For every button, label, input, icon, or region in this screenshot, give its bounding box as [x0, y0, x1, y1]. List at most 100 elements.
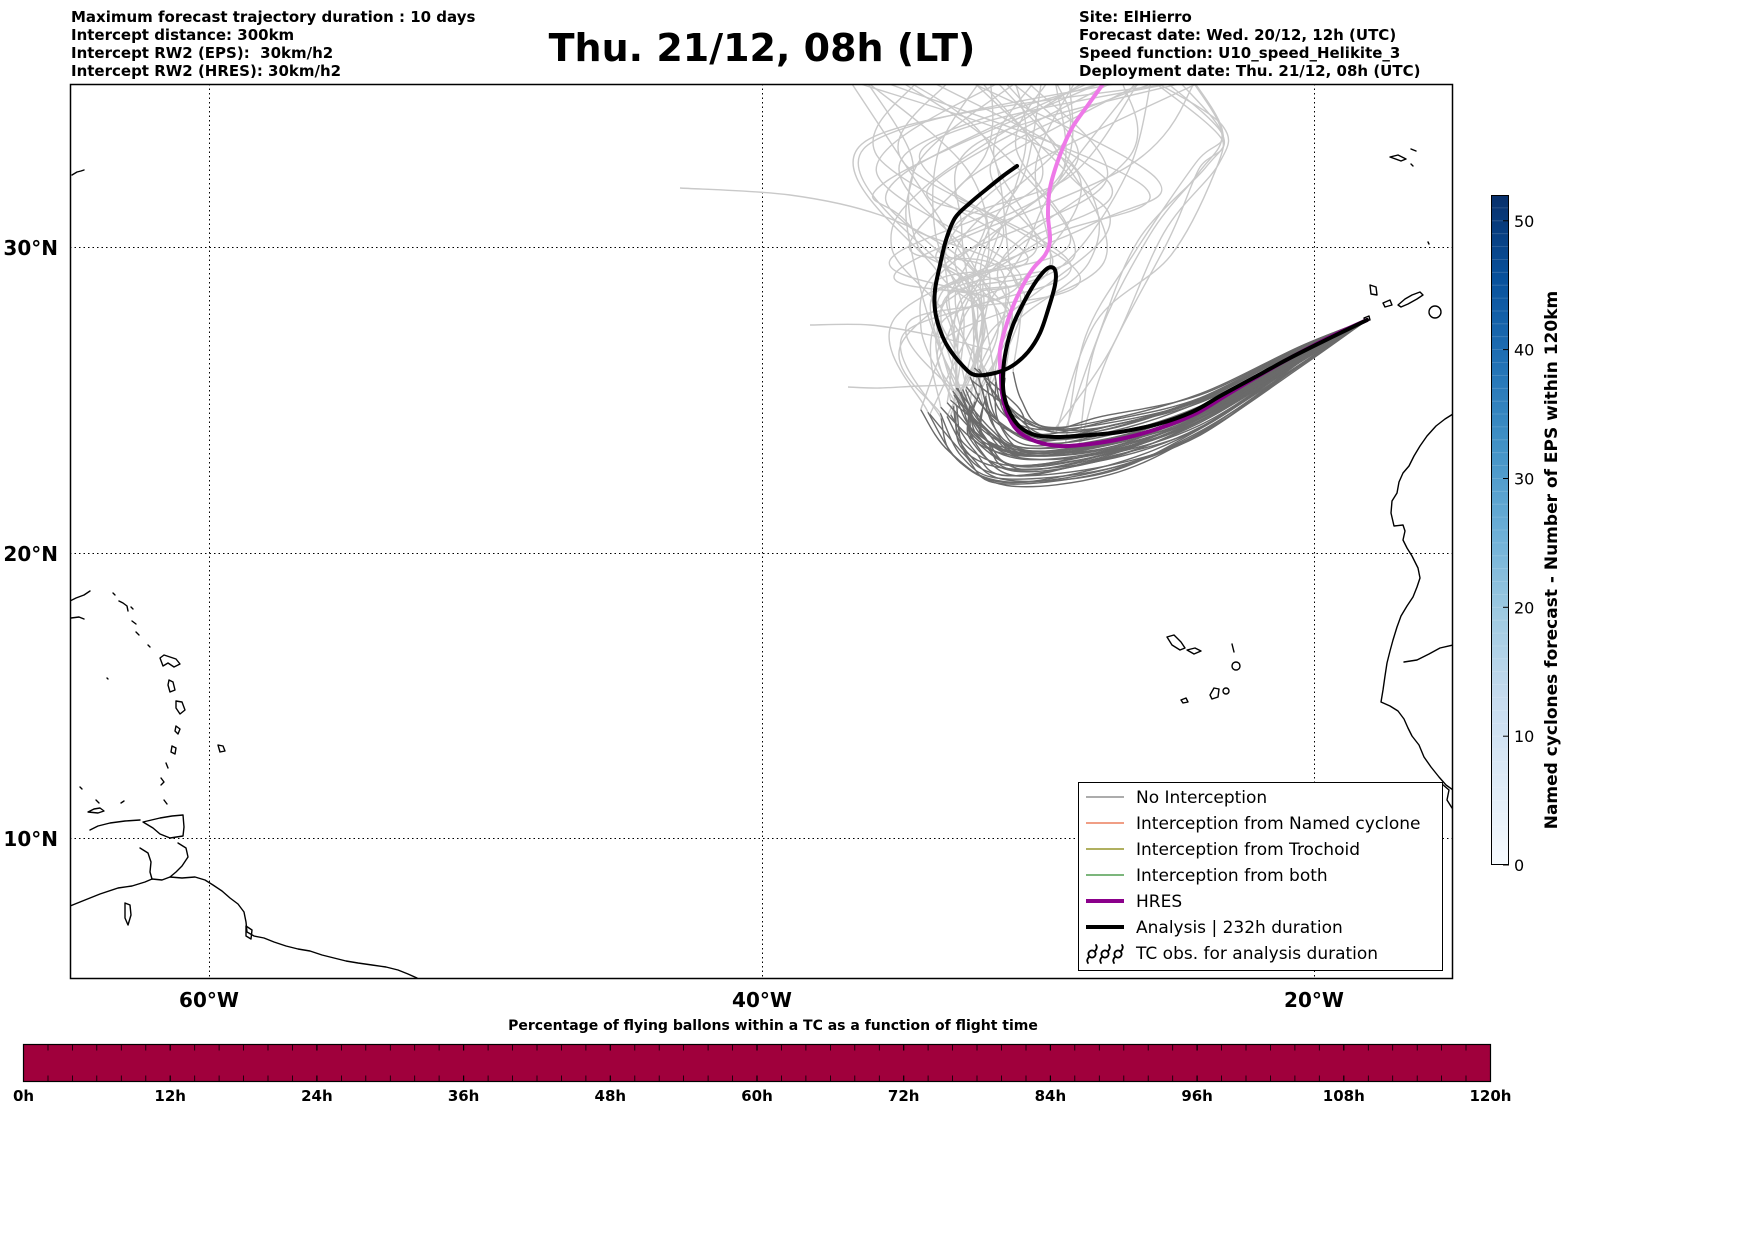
legend-label: TC obs. for analysis duration [1135, 944, 1378, 964]
timeline-tick-label: 60h [741, 1087, 773, 1105]
coast-island [160, 777, 165, 786]
hres-trajectory-late [997, 85, 1105, 377]
trajectory-eps-late [809, 323, 991, 351]
colorbar-ticks: 0 10 20 30 40 50 [1503, 212, 1534, 875]
coast-island [1427, 241, 1430, 245]
trajectory-eps-late [889, 85, 1151, 414]
legend-label: Analysis | 232h duration [1136, 918, 1343, 938]
coast-island [217, 744, 226, 753]
colorbar: 0 10 20 30 40 50 Named cyclones forecast - Nu… [1491, 195, 1562, 875]
trajectory-eps-late [679, 187, 1001, 301]
coast-cape-verde [1231, 661, 1241, 671]
header-forecast-date: Forecast date: Wed. 20/12, 12h (UTC) [1079, 26, 1396, 44]
lon-label-60w: 60°W [179, 988, 239, 1012]
trajectory-eps-early [950, 319, 1368, 477]
trajectory-eps-late [936, 85, 1114, 398]
timeline: Percentage of flying ballons within a TC… [13, 1018, 1512, 1105]
coast-cape-verde [1231, 643, 1235, 653]
lat-label-20n: 20°N [3, 542, 58, 566]
coast-gran-canaria [1428, 305, 1442, 319]
trajectory-eps-late [975, 85, 1112, 408]
trajectory-eps-late [946, 85, 1151, 403]
eps-trajectories-late [679, 85, 1230, 447]
trajectory-eps-early [973, 319, 1368, 436]
legend-item-tc-obs: TC obs. for analysis duration [1086, 944, 1378, 964]
coast-island [120, 800, 125, 804]
map-frame [69, 83, 1454, 980]
coast-gulf-of-paria [139, 847, 153, 880]
header-speed-function: Speed function: U10_speed_Helikite_3 [1079, 44, 1400, 62]
timeline-tick-label: 36h [448, 1087, 480, 1105]
coast-island [112, 592, 116, 596]
coast-cape-verde [1186, 647, 1202, 655]
timeline-tick-label: 120h [1470, 1087, 1512, 1105]
timeline-tick-label: 0h [13, 1087, 34, 1105]
map-panel: No Interception Interception from Named … [3, 83, 1454, 1012]
coast-island [79, 786, 83, 790]
legend-label: No Interception [1136, 788, 1267, 808]
trajectory-eps-late [1064, 85, 1226, 432]
trajectory-eps-late [953, 85, 1178, 402]
trajectory-eps-early [979, 319, 1368, 461]
coast-island [174, 725, 181, 735]
coast-cape-verde [1209, 687, 1220, 700]
trajectory-eps-early [939, 319, 1368, 480]
trajectory-eps-late [888, 85, 1044, 385]
colorbar-tick-label: 50 [1514, 212, 1534, 231]
coast-island [87, 807, 105, 814]
timeline-tick-label: 96h [1181, 1087, 1213, 1105]
coast-island [130, 606, 134, 610]
coast-cape-verde [1222, 687, 1230, 695]
analysis-trajectory [932, 164, 1369, 439]
legend-item-analysis: Analysis | 232h duration [1086, 918, 1343, 938]
trajectory-eps-late [888, 85, 1163, 413]
coast-bermuda [71, 169, 85, 176]
colorbar-frame [1491, 195, 1509, 865]
coast-madeira [1389, 154, 1407, 162]
trajectory-eps-late [852, 85, 1168, 417]
colorbar-label: Named cyclones forecast - Number of EPS … [1542, 291, 1562, 830]
coast-trinidad [142, 814, 185, 839]
trajectory-eps-late [893, 85, 1194, 378]
coast-island [118, 600, 129, 612]
colorbar-tick-label: 40 [1514, 341, 1534, 360]
trajectory-eps-late [929, 85, 1139, 408]
colorbar-tick-label: 20 [1514, 598, 1534, 617]
trajectory-eps-late [912, 85, 1026, 397]
header-site: Site: ElHierro [1079, 8, 1192, 26]
legend-item-no-interception: No Interception [1086, 788, 1267, 808]
trajectory-eps-late [920, 85, 1110, 410]
colorbar-gradient [1491, 195, 1509, 865]
trajectory-eps-late [847, 384, 976, 389]
timeline-minor-ticks [47, 1044, 1467, 1082]
figure-title: Thu. 21/12, 08h (LT) [549, 26, 976, 70]
legend-item-named-cyclone: Interception from Named cyclone [1086, 814, 1421, 834]
header-intercept-eps: Intercept RW2 (EPS): 30km/h2 [71, 44, 333, 62]
legend-label: Interception from Trochoid [1136, 840, 1360, 860]
coast-island [1410, 163, 1414, 167]
trajectory-eps-late [1041, 85, 1230, 446]
trajectory-eps-late [953, 85, 1075, 388]
lat-label-10n: 10°N [3, 827, 58, 851]
coast-venezuela-north [89, 819, 141, 831]
legend-label: Interception from Named cyclone [1136, 814, 1421, 834]
coast-island [71, 616, 85, 620]
coast-island [124, 902, 132, 926]
trajectory-eps-late [1079, 85, 1225, 443]
tc-symbol-icon [1086, 944, 1124, 964]
coast-island [1441, 783, 1452, 809]
timeline-tick-label: 48h [595, 1087, 627, 1105]
trajectory-eps-late [908, 85, 1007, 375]
header-left: Maximum forecast trajectory duration : 1… [71, 8, 475, 80]
legend-item-hres: HRES [1086, 892, 1182, 912]
header-intercept-hres: Intercept RW2 (HRES): 30km/h2 [71, 62, 341, 80]
coast-africa [1380, 413, 1452, 791]
trajectory-eps-early [965, 319, 1368, 442]
coast-cape-verde [1166, 634, 1186, 651]
coast-cape-verde [1180, 697, 1189, 704]
coast-island [245, 925, 253, 940]
coast-la-palma [1369, 284, 1378, 296]
coast-island [165, 762, 169, 769]
coast-gambia [1403, 644, 1452, 663]
coast-island [131, 620, 137, 625]
